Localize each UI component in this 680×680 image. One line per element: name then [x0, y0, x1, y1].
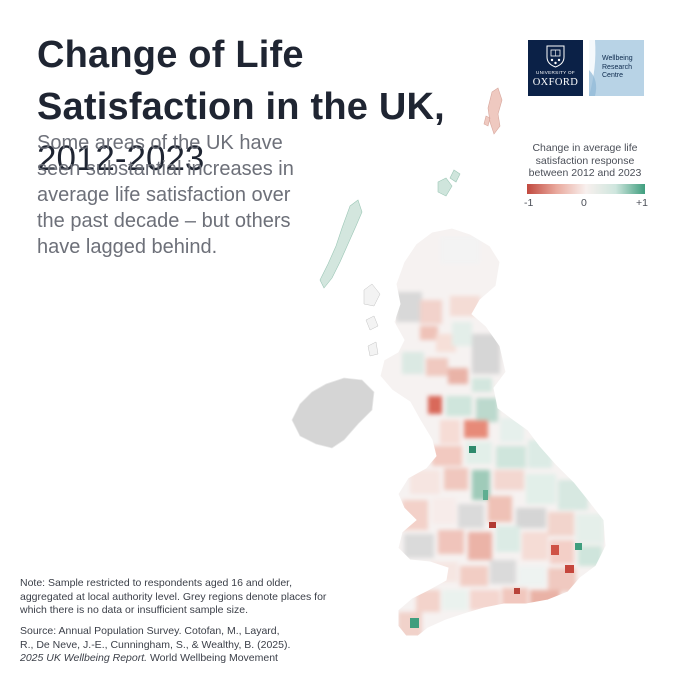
title-years: 2012-2023: [37, 139, 205, 178]
legend-min-label: -1: [524, 196, 534, 209]
skye-and-inner-isles: [363, 283, 381, 357]
oxford-logo: UNIVERSITY OF OXFORD: [528, 40, 583, 96]
legend-color-scale: [527, 183, 645, 194]
source-line2: R., De Neve, J.-E., Cunningham, S., & We…: [20, 638, 291, 651]
legend-ticks: -1 0 +1: [520, 197, 652, 209]
page-title: Change of Life Satisfaction in the UK, 2…: [37, 33, 517, 188]
outer-hebrides: [319, 199, 363, 289]
oxford-university-text: UNIVERSITY OF: [535, 70, 576, 75]
wrc-line1: Wellbeing: [602, 55, 633, 62]
shetland: [483, 87, 503, 135]
oxford-crest-icon: [546, 45, 565, 68]
wrc-swoosh-icon: [589, 40, 597, 96]
legend-max-label: +1: [636, 196, 648, 209]
footnote: Note: Sample restricted to respondents a…: [20, 577, 327, 616]
title-main: Change of Life Satisfaction in the UK,: [37, 34, 445, 128]
map-legend: Change in average life satisfaction resp…: [520, 142, 650, 209]
source-citation: Source: Annual Population Survey. Cotofa…: [20, 625, 320, 666]
wrc-line2: Research: [602, 63, 632, 71]
wellbeing-research-centre-logo: Wellbeing Research Centre: [589, 40, 644, 96]
source-line1: Source: Annual Population Survey. Cotofa…: [20, 625, 280, 637]
legend-title: Change in average life satisfaction resp…: [528, 142, 642, 179]
great-britain-outline: [379, 227, 607, 637]
wrc-line3: Centre: [602, 72, 624, 79]
ireland-region: [291, 377, 375, 449]
source-report-title: 2025 UK Wellbeing Report.: [20, 652, 148, 664]
source-line3: 2025 UK Wellbeing Report. World Wellbein…: [20, 652, 320, 666]
uk-choropleth-map: [291, 87, 607, 637]
source-organisation: World Wellbeing Movement: [147, 652, 278, 664]
orkney: [437, 169, 461, 197]
oxford-name-text: OXFORD: [532, 77, 579, 88]
subtitle: Some areas of the UK have seen substanti…: [37, 132, 294, 258]
legend-mid-label: 0: [581, 196, 587, 209]
